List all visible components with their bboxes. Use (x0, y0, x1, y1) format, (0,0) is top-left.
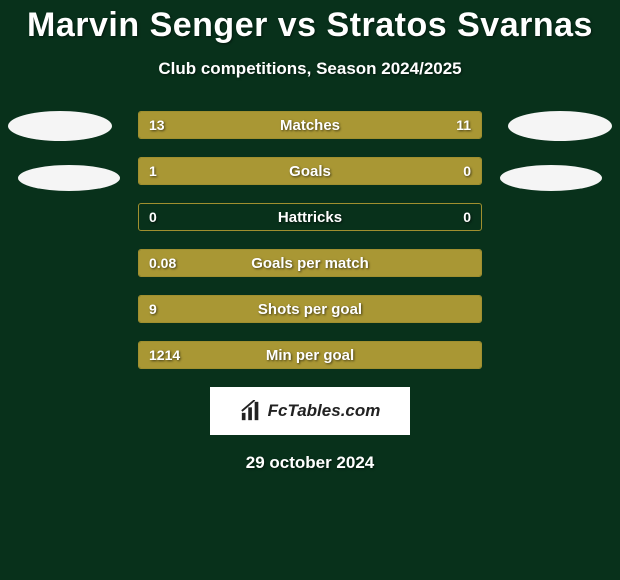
bar-label: Matches (139, 112, 481, 138)
bar-value-right (461, 296, 481, 322)
bar-label: Goals (139, 158, 481, 184)
stat-bar: 9Shots per goal (138, 295, 482, 323)
bars-container: 13Matches111Goals00Hattricks00.08Goals p… (138, 111, 482, 369)
stat-bar: 13Matches11 (138, 111, 482, 139)
comparison-chart: 13Matches111Goals00Hattricks00.08Goals p… (0, 111, 620, 369)
stat-bar: 0Hattricks0 (138, 203, 482, 231)
bar-value-right: 0 (453, 204, 481, 230)
page-subtitle: Club competitions, Season 2024/2025 (0, 59, 620, 79)
bar-value-right: 11 (446, 112, 481, 138)
page-title: Marvin Senger vs Stratos Svarnas (0, 0, 620, 45)
bar-value-right (461, 250, 481, 276)
bar-label: Hattricks (139, 204, 481, 230)
player-left-avatar-1 (8, 111, 112, 141)
bar-label: Min per goal (139, 342, 481, 368)
stat-bar: 0.08Goals per match (138, 249, 482, 277)
logo-box: FcTables.com (210, 387, 410, 435)
stat-bar: 1214Min per goal (138, 341, 482, 369)
bar-value-right (461, 342, 481, 368)
stat-bar: 1Goals0 (138, 157, 482, 185)
date-label: 29 october 2024 (0, 453, 620, 473)
fctables-icon (240, 400, 262, 422)
logo-text: FcTables.com (268, 401, 381, 421)
bar-value-right: 0 (453, 158, 481, 184)
player-left-avatar-2 (18, 165, 120, 191)
player-right-avatar-1 (508, 111, 612, 141)
player-right-avatar-2 (500, 165, 602, 191)
bar-label: Goals per match (139, 250, 481, 276)
bar-label: Shots per goal (139, 296, 481, 322)
